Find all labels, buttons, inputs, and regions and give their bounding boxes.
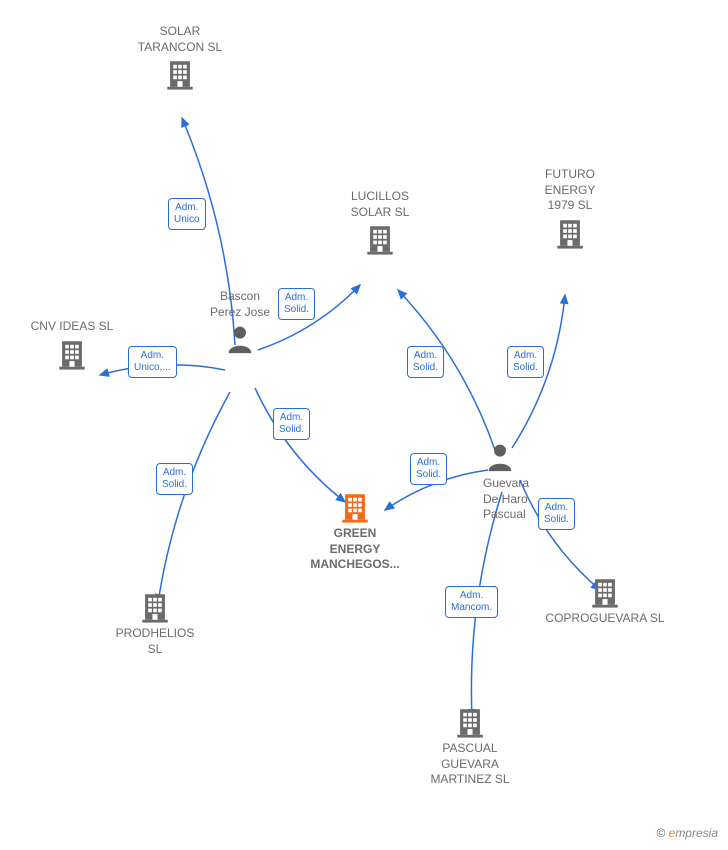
building-icon (553, 216, 587, 250)
node-label-coproguevara: COPROGUEVARA SL (540, 611, 670, 627)
node-cnv_ideas: CNV IDEAS SL (22, 319, 122, 373)
building-icon (55, 337, 89, 371)
building-icon (138, 590, 172, 624)
copyright-symbol: © (656, 826, 665, 840)
person-icon-wrap (455, 440, 545, 474)
building-icon (163, 57, 197, 91)
building-icon (588, 575, 622, 609)
building-icon-wrap (100, 590, 210, 624)
edge-label: Adm. Mancom. (445, 586, 498, 618)
node-label-green: GREEN ENERGY MANCHEGOS... (295, 526, 415, 573)
copyright: © empresia (656, 826, 718, 840)
edge-label: Adm. Solid. (538, 498, 575, 530)
network-canvas: © empresia SOLAR TARANCON SL CNV IDEAS S… (0, 0, 728, 850)
building-icon-wrap (415, 705, 525, 739)
building-icon-wrap (520, 216, 620, 250)
node-label-bascon: Bascon Perez Jose (190, 289, 290, 320)
edge-label: Adm. Solid. (410, 453, 447, 485)
node-label-prodhelios: PRODHELIOS SL (100, 626, 210, 657)
node-prodhelios: PRODHELIOS SL (100, 588, 210, 657)
building-icon-wrap (330, 222, 430, 256)
node-green: GREEN ENERGY MANCHEGOS... (295, 488, 415, 573)
edge-line (158, 392, 230, 603)
edge-label: Adm. Unico,... (128, 346, 177, 378)
node-label-guevara: Guevara De Haro Pascual (483, 476, 545, 523)
node-coproguevara: COPROGUEVARA SL (540, 573, 670, 627)
node-guevara: Guevara De Haro Pascual (455, 438, 545, 523)
person-icon-wrap (190, 322, 290, 356)
copyright-brand-rest: mpresia (675, 826, 718, 840)
node-label-cnv_ideas: CNV IDEAS SL (22, 319, 122, 335)
node-label-lucillos: LUCILLOS SOLAR SL (330, 189, 430, 220)
building-icon (338, 490, 372, 524)
building-icon (363, 222, 397, 256)
building-icon-wrap (295, 490, 415, 524)
building-icon-wrap (125, 57, 235, 91)
edge-label: Adm. Solid. (273, 408, 310, 440)
edge-label: Adm. Solid. (156, 463, 193, 495)
edge-label: Adm. Solid. (507, 346, 544, 378)
node-label-pascual: PASCUAL GUEVARA MARTINEZ SL (415, 741, 525, 788)
node-pascual: PASCUAL GUEVARA MARTINEZ SL (415, 703, 525, 788)
node-label-solar_tarancon: SOLAR TARANCON SL (125, 24, 235, 55)
building-icon-wrap (540, 575, 670, 609)
node-solar_tarancon: SOLAR TARANCON SL (125, 24, 235, 93)
edge-label: Adm. Solid. (407, 346, 444, 378)
node-lucillos: LUCILLOS SOLAR SL (330, 189, 430, 258)
building-icon (453, 705, 487, 739)
node-futuro: FUTURO ENERGY 1979 SL (520, 167, 620, 252)
edges-layer (0, 0, 728, 850)
edge-label: Adm. Solid. (278, 288, 315, 320)
node-bascon: Bascon Perez Jose (190, 289, 290, 358)
person-icon (483, 440, 517, 474)
node-label-futuro: FUTURO ENERGY 1979 SL (520, 167, 620, 214)
edge-line (255, 388, 345, 502)
person-icon (223, 322, 257, 356)
edge-label: Adm. Unico (168, 198, 206, 230)
building-icon-wrap (22, 337, 122, 371)
